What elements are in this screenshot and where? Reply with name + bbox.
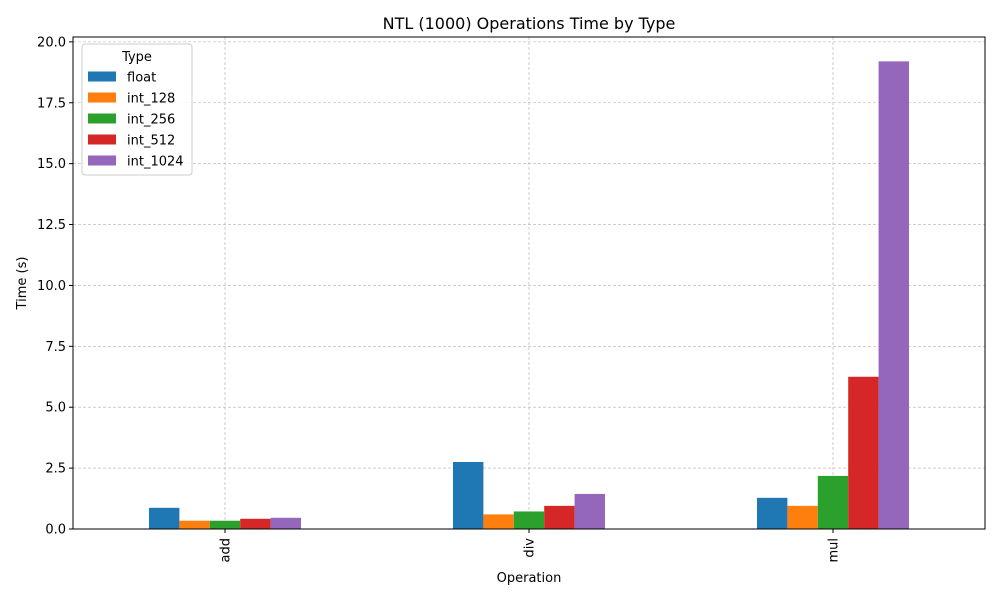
bar-float-mul	[757, 497, 788, 529]
bar-int_128-mul	[787, 505, 818, 529]
y-tick-label: 20.0	[37, 35, 66, 50]
bar-float-div	[453, 462, 484, 529]
x-axis-ticks: add div mul	[219, 529, 842, 563]
bar-int_1024-add	[270, 517, 301, 529]
legend-swatch-int_1024	[88, 155, 116, 166]
bar-int_1024-mul	[878, 61, 909, 529]
y-tick-label: 12.5	[37, 218, 66, 233]
y-tick-label: 0.0	[45, 523, 66, 538]
bar-int_128-add	[179, 520, 210, 529]
y-axis-ticks: 0.0 2.5 5.0 7.5 10.0 12.5 15.0 17.5 20.0	[37, 35, 73, 538]
bar-int_256-add	[209, 520, 241, 529]
x-tick-label: mul	[827, 538, 842, 563]
bar-int_256-mul	[817, 475, 849, 529]
bars	[149, 61, 909, 529]
x-tick-label: add	[219, 538, 234, 562]
bar-float-add	[149, 507, 180, 529]
y-tick-label: 5.0	[45, 401, 66, 416]
legend-label-int_256: int_256	[127, 113, 175, 128]
legend-label-int_128: int_128	[127, 92, 175, 107]
bar-int_128-div	[483, 514, 514, 529]
legend-label-int_512: int_512	[127, 134, 175, 149]
bar-int_512-add	[240, 518, 271, 529]
legend-label-int_1024: int_1024	[127, 155, 184, 170]
bar-int_512-div	[544, 505, 575, 529]
legend-swatch-float	[88, 71, 116, 82]
bar-int_1024-div	[574, 493, 605, 529]
legend-label-float: float	[127, 71, 156, 86]
legend-swatch-int_512	[88, 134, 116, 145]
y-tick-label: 17.5	[37, 96, 66, 111]
y-tick-label: 15.0	[37, 157, 66, 172]
bar-int_256-div	[513, 511, 545, 529]
legend-swatch-int_128	[88, 92, 116, 103]
y-tick-label: 2.5	[45, 462, 66, 477]
y-tick-label: 10.0	[37, 279, 66, 294]
y-axis-label: Time (s)	[15, 257, 30, 311]
y-tick-label: 7.5	[45, 340, 66, 355]
x-tick-label: div	[523, 538, 538, 558]
legend-swatch-int_256	[88, 113, 116, 124]
bar-int_512-mul	[848, 376, 879, 529]
grid	[73, 37, 985, 530]
legend: Type float int_128 int_256 int_512 int_1024	[81, 43, 193, 176]
legend-title: Type	[121, 50, 152, 65]
x-axis-label: Operation	[497, 571, 562, 586]
chart-title: NTL (1000) Operations Time by Type	[383, 14, 676, 33]
